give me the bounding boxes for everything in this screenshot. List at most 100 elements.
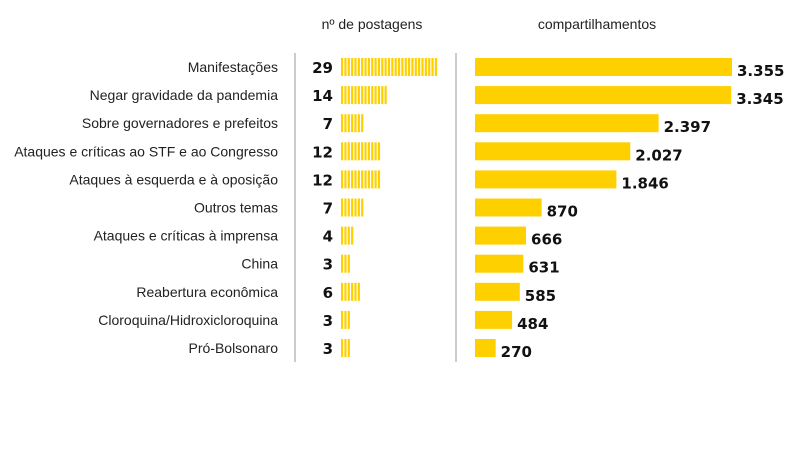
chart-row: Ataques e críticas ao STF e ao Congresso…: [14, 142, 683, 164]
category-label: Cloroquina/Hidroxicloroquina: [98, 312, 278, 328]
post-tick: [354, 282, 357, 301]
posts-value-label: 3: [323, 340, 333, 358]
post-tick: [414, 58, 417, 76]
post-tick: [354, 142, 357, 161]
post-tick: [418, 58, 421, 76]
post-tick: [361, 114, 364, 133]
header-posts: nº de postagens: [322, 16, 423, 32]
post-tick: [347, 86, 350, 105]
chart-rows: Manifestações 29 3.355 Negar gravidade da p…: [14, 58, 784, 361]
post-tick: [344, 170, 347, 189]
posts-bar: [341, 339, 350, 357]
shares-value-label: 631: [528, 259, 559, 277]
posts-value-label: 12: [312, 171, 333, 189]
post-tick: [344, 58, 347, 76]
post-tick: [384, 86, 387, 105]
post-tick: [341, 282, 344, 301]
shares-value-label: 484: [517, 315, 548, 333]
posts-bar: [341, 226, 354, 245]
post-tick: [347, 254, 350, 273]
post-tick: [347, 170, 350, 189]
shares-value-label: 870: [547, 203, 578, 221]
chart-row: Negar gravidade da pandemia 14 3.345: [90, 86, 784, 108]
post-tick: [351, 226, 354, 245]
post-tick: [351, 86, 354, 105]
category-label: Pró-Bolsonaro: [189, 340, 279, 356]
chart-row: Ataques e críticas à imprensa 4 666: [94, 226, 562, 249]
posts-value-label: 14: [312, 87, 333, 105]
post-tick: [364, 58, 367, 76]
post-tick: [344, 254, 347, 273]
post-tick: [394, 58, 397, 76]
posts-value-label: 3: [323, 256, 333, 274]
posts-bar: [341, 170, 381, 189]
shares-bar: [475, 198, 542, 217]
shares-value-label: 585: [525, 287, 556, 305]
posts-value-label: 12: [312, 143, 333, 161]
post-tick: [347, 310, 350, 329]
shares-bar: [475, 226, 527, 245]
post-tick: [344, 198, 347, 217]
shares-bar: [475, 339, 496, 357]
posts-bar: [341, 114, 364, 133]
post-tick: [354, 58, 357, 76]
post-tick: [344, 114, 347, 133]
category-label: Manifestações: [188, 59, 278, 75]
post-tick: [344, 282, 347, 301]
post-tick: [351, 114, 354, 133]
posts-bar: [341, 198, 364, 217]
post-tick: [371, 142, 374, 161]
post-tick: [341, 86, 344, 105]
posts-value-label: 6: [323, 284, 333, 302]
post-tick: [354, 86, 357, 105]
shares-value-label: 270: [501, 343, 532, 361]
post-tick: [344, 142, 347, 161]
post-tick: [347, 142, 350, 161]
post-tick: [354, 114, 357, 133]
post-tick: [344, 310, 347, 329]
chart-row: Manifestações 29 3.355: [188, 58, 784, 80]
shares-value-label: 2.027: [635, 146, 682, 164]
post-tick: [341, 58, 344, 76]
category-label: Ataques e críticas à imprensa: [94, 228, 279, 244]
post-tick: [374, 86, 377, 105]
post-tick: [351, 58, 354, 76]
chart-row: Ataques à esquerda e à oposição 12 1.846: [69, 170, 669, 192]
post-tick: [364, 142, 367, 161]
post-tick: [367, 170, 370, 189]
post-tick: [377, 58, 381, 76]
post-tick: [341, 142, 344, 161]
post-tick: [377, 86, 381, 105]
shares-bar: [475, 310, 513, 329]
post-tick: [357, 142, 360, 161]
post-tick: [367, 58, 370, 76]
shares-bar: [475, 114, 659, 133]
post-tick: [341, 254, 344, 273]
shares-bar: [475, 282, 520, 301]
shares-value-label: 3.345: [736, 90, 783, 108]
post-tick: [351, 282, 354, 301]
post-tick: [351, 198, 354, 217]
posts-bar: [341, 142, 381, 161]
post-tick: [357, 58, 360, 76]
post-tick: [387, 58, 391, 76]
post-tick: [341, 226, 344, 245]
post-tick: [341, 339, 344, 357]
shares-value-label: 666: [531, 231, 562, 249]
posts-bar: [341, 86, 387, 105]
post-tick: [424, 58, 427, 76]
post-tick: [374, 170, 377, 189]
post-tick: [428, 58, 431, 76]
shares-bar: [475, 142, 631, 161]
posts-value-label: 29: [312, 59, 333, 77]
posts-bar: [341, 310, 350, 329]
shares-value-label: 1.846: [621, 174, 668, 192]
post-tick: [347, 282, 350, 301]
post-tick: [341, 198, 344, 217]
posts-value-label: 7: [323, 200, 333, 218]
post-tick: [341, 114, 344, 133]
chart-row: Outros temas 7 870: [194, 198, 578, 221]
post-tick: [347, 339, 350, 357]
category-label: Ataques à esquerda e à oposição: [69, 171, 278, 187]
post-tick: [354, 198, 357, 217]
